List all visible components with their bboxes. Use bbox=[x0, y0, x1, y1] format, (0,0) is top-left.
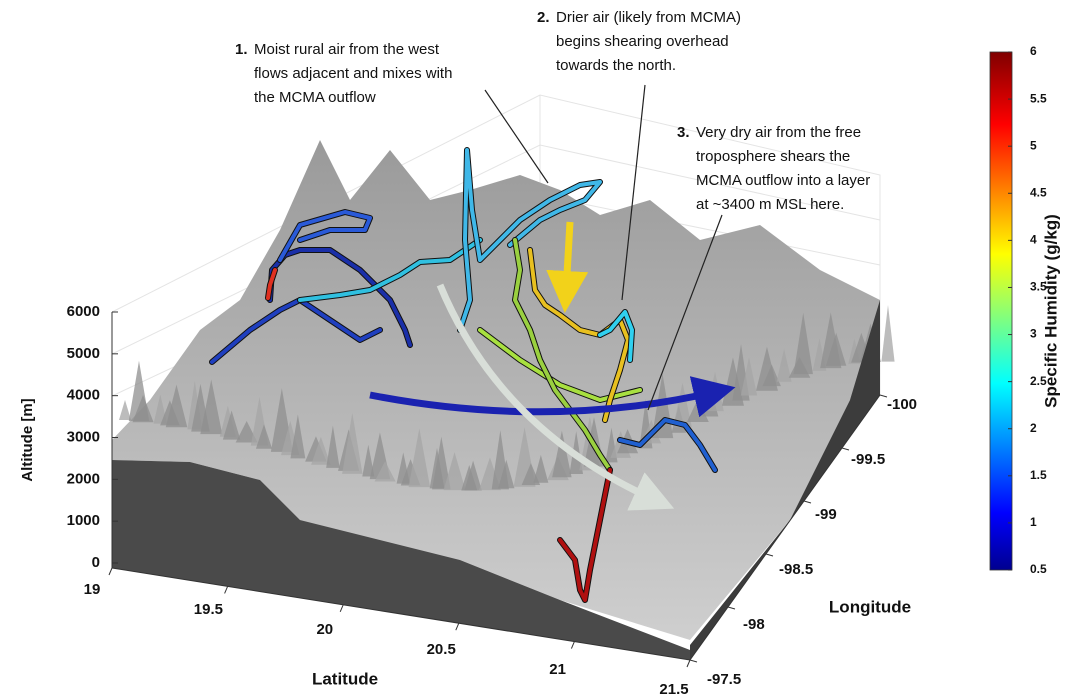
x-tick-label: 19.5 bbox=[194, 601, 223, 618]
annotation-text: flows adjacent and mixes with bbox=[254, 65, 452, 82]
x-tick-label: 21.5 bbox=[659, 681, 688, 697]
annotation-text: Moist rural air from the west bbox=[254, 41, 440, 58]
colorbar-tick-label: 2.5 bbox=[1030, 374, 1047, 388]
annotation-text: the MCMA outflow bbox=[254, 89, 376, 106]
colorbar-tick-label: 3 bbox=[1030, 327, 1037, 341]
x-tick bbox=[109, 568, 112, 575]
colorbar-tick-label: 1 bbox=[1030, 515, 1037, 529]
leader-line bbox=[485, 90, 548, 183]
z-axis-label: Altitude [m] bbox=[19, 398, 36, 481]
y-tick bbox=[728, 607, 735, 609]
y-tick bbox=[690, 660, 697, 662]
x-tick bbox=[456, 623, 459, 630]
y-tick bbox=[804, 501, 811, 503]
annotation-text: Drier air (likely from MCMA) bbox=[556, 9, 741, 26]
x-tick bbox=[571, 642, 574, 649]
annotation-text: troposphere shears the bbox=[696, 148, 850, 165]
y-tick bbox=[842, 448, 849, 450]
x-tick-label: 21 bbox=[549, 661, 566, 678]
y-axis-label: Longitude bbox=[829, 597, 911, 616]
annotation-text: at ~3400 m MSL here. bbox=[696, 196, 844, 213]
z-tick-label: 6000 bbox=[67, 303, 100, 320]
z-tick-label: 2000 bbox=[67, 470, 100, 487]
z-tick-label: 4000 bbox=[67, 387, 100, 404]
colorbar-tick-label: 5 bbox=[1030, 138, 1037, 152]
colorbar-tick-label: 0.5 bbox=[1030, 562, 1047, 576]
x-tick-label: 19 bbox=[84, 581, 101, 598]
colorbar-tick-label: 4 bbox=[1030, 233, 1037, 247]
x-tick-label: 20 bbox=[316, 621, 333, 638]
annotation-number: 2. bbox=[537, 9, 550, 26]
annotation-text: towards the north. bbox=[556, 57, 676, 74]
y-tick-label: -97.5 bbox=[707, 671, 741, 688]
colorbar-tick-label: 5.5 bbox=[1030, 91, 1047, 105]
x-tick bbox=[225, 586, 228, 593]
x-tick bbox=[687, 660, 690, 667]
x-tick bbox=[340, 605, 343, 612]
z-tick-label: 1000 bbox=[67, 512, 100, 529]
arrow bbox=[566, 222, 570, 292]
x-tick-label: 20.5 bbox=[427, 641, 456, 658]
colorbar-tick-label: 6 bbox=[1030, 44, 1037, 58]
y-tick-label: -99 bbox=[815, 506, 837, 523]
colorbar-tick-label: 2 bbox=[1030, 421, 1037, 435]
z-tick-label: 5000 bbox=[67, 345, 100, 362]
colorbar-tick-label: 4.5 bbox=[1030, 185, 1047, 199]
z-tick-label: 3000 bbox=[67, 428, 100, 445]
terrain-peak bbox=[119, 400, 131, 420]
chart: Altitude [m] Latitude Longitude Specific… bbox=[0, 0, 1065, 697]
colorbar bbox=[990, 52, 1012, 570]
y-tick-label: -98 bbox=[743, 616, 765, 633]
annotation-number: 3. bbox=[677, 124, 690, 141]
z-tick-label: 0 bbox=[92, 554, 100, 571]
y-tick-label: -99.5 bbox=[851, 451, 885, 468]
terrain-peak bbox=[881, 305, 894, 362]
colorbar-tick-label: 1.5 bbox=[1030, 468, 1047, 482]
annotation-text: Very dry air from the free bbox=[696, 124, 861, 141]
colorbar-tick-label: 3.5 bbox=[1030, 280, 1047, 294]
x-axis-label: Latitude bbox=[312, 669, 378, 688]
y-tick bbox=[766, 554, 773, 556]
annotation-text: begins shearing overhead bbox=[556, 33, 729, 50]
y-tick bbox=[880, 395, 887, 397]
y-tick-label: -98.5 bbox=[779, 561, 813, 578]
annotation-text: MCMA outflow into a layer bbox=[696, 172, 870, 189]
annotation-number: 1. bbox=[235, 41, 248, 58]
y-tick-label: -100 bbox=[887, 396, 917, 413]
